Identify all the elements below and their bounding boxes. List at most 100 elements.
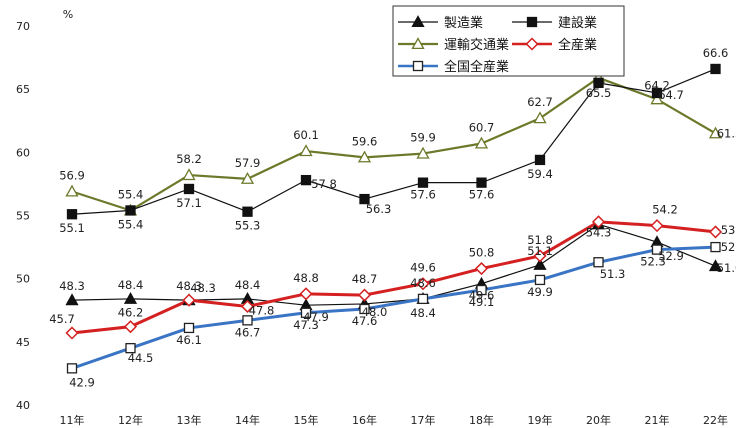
data-label: 51.1 xyxy=(527,244,553,258)
data-label: 62.7 xyxy=(527,95,553,109)
x-tick-label: 19年 xyxy=(528,413,553,427)
data-point xyxy=(708,259,723,272)
data-label: 60.1 xyxy=(293,128,319,142)
data-label: 57.8 xyxy=(311,177,337,191)
series-line xyxy=(71,220,716,335)
legend-label: 全国全産業 xyxy=(444,59,509,75)
y-tick-label: 65 xyxy=(16,83,30,96)
data-point xyxy=(416,146,430,159)
data-point xyxy=(591,215,606,229)
data-label: 42.9 xyxy=(69,375,95,389)
data-point xyxy=(417,177,429,188)
data-label: 49.9 xyxy=(527,285,553,299)
data-point xyxy=(476,284,487,296)
data-point xyxy=(300,307,312,318)
y-tick-label: 45 xyxy=(16,336,30,349)
data-labels: 48.3 48.4 48.3 48.4 47.9 48.0 48.4 49.6 51.1 54.3… xyxy=(49,46,736,389)
data-label: 51.8 xyxy=(527,233,553,247)
data-point xyxy=(710,63,721,75)
x-tick-label: 15年 xyxy=(294,413,319,427)
data-label: 49.6 xyxy=(410,261,436,275)
data-label: 66.6 xyxy=(703,46,729,60)
data-point xyxy=(242,315,253,326)
data-label: 52.9 xyxy=(658,249,684,263)
data-point xyxy=(708,225,723,239)
data-label: 52.5 xyxy=(721,240,736,254)
data-point xyxy=(533,111,547,124)
series-lines xyxy=(65,63,723,374)
data-point xyxy=(417,293,429,305)
data-point xyxy=(650,92,664,105)
data-label: 48.3 xyxy=(59,279,85,293)
data-label: 47.3 xyxy=(293,318,319,332)
data-label: 50.8 xyxy=(469,246,495,260)
data-point xyxy=(474,261,489,276)
data-label: 48.6 xyxy=(410,276,436,290)
data-point xyxy=(240,172,255,184)
data-point xyxy=(357,150,372,163)
data-label: 57.6 xyxy=(410,188,436,202)
data-label: 48.0 xyxy=(362,305,388,319)
legend-label: 製造業 xyxy=(444,15,483,31)
series-line xyxy=(71,76,717,212)
legend-box xyxy=(392,5,625,77)
data-point xyxy=(526,16,538,28)
data-point xyxy=(651,244,663,255)
axes: 40 45 50 55 60 65 70% 11年 12年 13年 14年 15年 16年 17年 18年 1… xyxy=(16,8,728,427)
data-label: 61.5 xyxy=(717,126,736,140)
data-point xyxy=(651,87,663,99)
data-label: 56.9 xyxy=(59,168,85,182)
data-point xyxy=(650,219,664,233)
data-label: 48.4 xyxy=(410,306,436,320)
data-label: 55.3 xyxy=(235,219,261,233)
data-label: 46.7 xyxy=(235,325,261,339)
x-tick-label: 18年 xyxy=(469,413,494,427)
data-point xyxy=(182,168,196,181)
legend-label: 建設業 xyxy=(558,15,597,31)
data-label: 48.7 xyxy=(352,272,378,286)
data-label: 55.4 xyxy=(118,187,144,201)
data-point xyxy=(240,299,255,314)
data-point xyxy=(533,249,547,263)
data-label: 52.3 xyxy=(640,255,666,269)
data-label: 49.1 xyxy=(469,295,495,309)
data-point xyxy=(534,274,546,286)
data-label: 59.4 xyxy=(527,167,553,181)
data-label: 46.1 xyxy=(176,333,202,347)
x-tick-label: 14年 xyxy=(235,413,260,427)
data-label: 59.9 xyxy=(410,131,436,145)
data-point xyxy=(183,183,195,195)
data-point xyxy=(125,342,136,354)
data-point xyxy=(242,206,253,217)
data-label: 47.9 xyxy=(303,310,329,324)
data-label: 64.2 xyxy=(644,78,670,92)
series-line xyxy=(71,245,716,370)
data-point xyxy=(534,154,546,166)
data-label: 64.7 xyxy=(658,88,684,102)
data-point xyxy=(474,136,489,149)
data-point xyxy=(182,293,196,307)
data-point xyxy=(66,209,78,220)
data-point xyxy=(359,303,370,315)
legend-label: 全産業 xyxy=(558,37,597,53)
data-label: 48.3 xyxy=(176,279,202,293)
x-tick-label: 12年 xyxy=(118,413,143,427)
data-point xyxy=(300,174,312,186)
data-label: 54.2 xyxy=(652,203,678,217)
y-unit-label: % xyxy=(63,8,73,21)
data-label: 51.3 xyxy=(600,267,626,281)
data-label: 65.5 xyxy=(586,86,612,100)
data-label: 59.6 xyxy=(352,134,378,148)
data-point xyxy=(183,322,195,334)
data-label: 56.3 xyxy=(366,202,392,216)
data-label: 57.6 xyxy=(469,188,495,202)
data-point xyxy=(476,177,487,188)
data-label: 57.9 xyxy=(235,156,261,170)
y-tick-label: 50 xyxy=(16,273,30,286)
data-point xyxy=(710,241,721,253)
data-point xyxy=(299,144,313,157)
y-tick-label: 40 xyxy=(16,399,30,412)
data-point xyxy=(708,126,723,139)
